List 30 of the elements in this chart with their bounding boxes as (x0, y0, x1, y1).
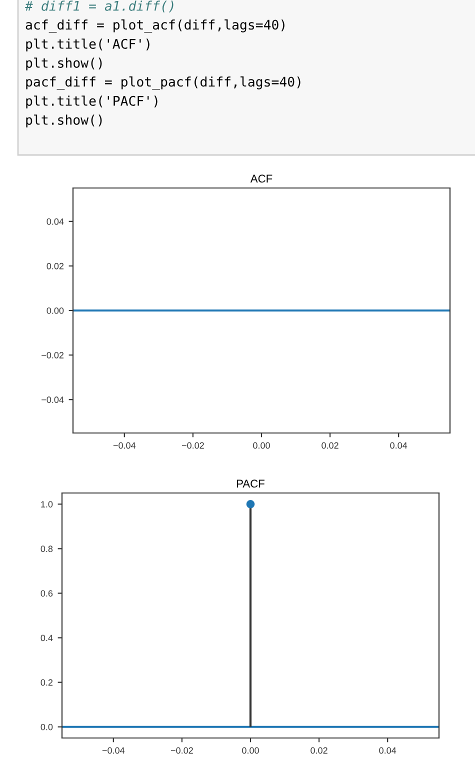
text: acf_diff = plot_acf(diff,lags=40) (26, 19, 284, 33)
x-tick-label: −0.04 (102, 747, 125, 754)
x-tick-label: 0.04 (379, 747, 396, 754)
y-tick-label: 0.0 (40, 724, 53, 730)
chart-title: ACF (250, 174, 272, 183)
y-tick-label: 0.00 (46, 307, 64, 314)
chart-title: PACF (237, 480, 264, 488)
y-tick-label: 0.04 (46, 218, 64, 225)
x-tick-label: −0.02 (170, 747, 193, 754)
text: plt.title('ACF') (26, 38, 150, 52)
text: plt.show() (26, 58, 102, 70)
x-tick-label: −0.02 (182, 442, 204, 449)
y-tick-label: 0.8 (40, 546, 53, 552)
text: plt.show() (26, 114, 102, 128)
text: plt.title('PACF') (26, 96, 158, 108)
y-tick-label: −0.04 (42, 396, 64, 403)
text: # diff1 = a1.diff() (24, 0, 174, 12)
x-tick-label: 0.00 (242, 747, 259, 754)
y-tick-label: 1.0 (41, 501, 53, 508)
x-tick-label: 0.04 (390, 442, 408, 449)
x-tick-label: −0.04 (113, 442, 136, 449)
x-tick-label: 0.02 (322, 442, 338, 449)
text: pacf_diff = plot_pacf(diff,lags=40) (26, 76, 300, 90)
y-tick-label: 0.2 (40, 679, 53, 686)
x-tick-label: 0.02 (310, 747, 328, 754)
x-tick-label: 0.00 (253, 442, 270, 449)
y-tick-label: 0.4 (40, 634, 53, 642)
y-tick-label: 0.02 (46, 262, 64, 270)
y-tick-label: 0.6 (40, 590, 53, 597)
y-tick-label: −0.02 (42, 352, 64, 358)
